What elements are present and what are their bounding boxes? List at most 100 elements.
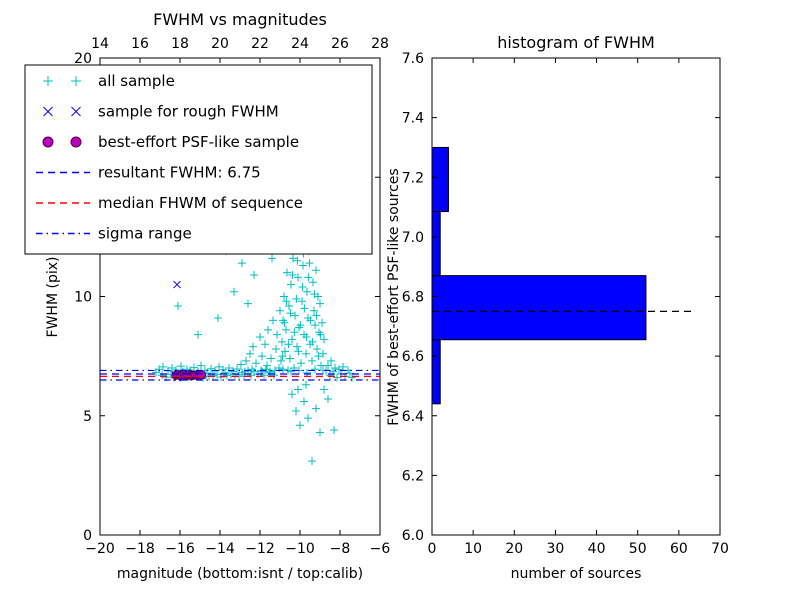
legend-item-label: resultant FWHM: 6.75 — [98, 164, 261, 182]
legend-box — [24, 64, 373, 255]
plus-marker — [43, 76, 53, 86]
plus-marker — [194, 330, 202, 339]
legend-item-label: best-effort PSF-like sample — [98, 133, 299, 151]
plus-marker — [300, 304, 309, 313]
y-tick-label: 6.0 — [402, 528, 424, 544]
right-yaxis-label: FWHM of best-effort PSF-like sources — [386, 168, 402, 425]
legend-item-label: median FHWM of sequence — [98, 194, 303, 212]
plus-marker — [269, 316, 277, 325]
plus-marker — [309, 278, 317, 287]
plus-marker — [276, 306, 284, 315]
x-tick-top-label: 24 — [291, 36, 309, 52]
plus-marker — [304, 273, 313, 282]
y-tick-label: 6.4 — [402, 409, 424, 425]
legend-item-label: sigma range — [98, 225, 192, 243]
scatter-plot: −20 −18 −16 −14 −12 −10 −8 −6 14 16 18 20 22 24 26 28 0 5… — [45, 10, 390, 582]
plus-marker — [278, 352, 287, 361]
plus-marker — [284, 340, 293, 349]
left-ticks-layer: −20 −18 −16 −14 −12 −10 −8 −6 14 16 18 20 22 24 26 28 0 5… — [74, 36, 390, 557]
plus-marker — [298, 297, 306, 306]
plus-marker — [279, 365, 287, 374]
x-tick-label: −12 — [245, 541, 275, 557]
x-tick-label: −16 — [165, 541, 195, 557]
histogram-bar — [431, 339, 441, 405]
plus-marker — [270, 371, 278, 380]
plus-marker — [310, 306, 318, 315]
x-tick-label: 40 — [588, 541, 606, 557]
x-tick-top-label: 20 — [211, 36, 229, 52]
plus-marker — [268, 254, 276, 263]
plus-marker — [308, 457, 316, 466]
plus-marker — [292, 294, 301, 303]
plus-marker — [318, 318, 326, 327]
plus-marker — [280, 318, 289, 327]
x-tick-label: −14 — [205, 541, 235, 557]
plus-marker — [286, 354, 294, 363]
plus-marker — [282, 297, 291, 306]
x-tick-label: −18 — [125, 541, 155, 557]
histogram-bars-layer — [431, 146, 647, 405]
y-tick-label: 6.6 — [402, 349, 424, 365]
x-tick-label: 0 — [428, 541, 437, 557]
plus-marker — [320, 335, 328, 344]
x-tick-top-label: 22 — [251, 36, 269, 52]
x-tick-label: 20 — [505, 541, 523, 557]
plus-marker — [283, 268, 291, 277]
plus-marker — [313, 344, 321, 353]
plus-marker — [320, 385, 328, 394]
right-xaxis-label: number of sources — [511, 566, 642, 582]
y-tick-label: 10 — [74, 290, 92, 306]
y-tick-label: 0 — [83, 528, 92, 544]
plus-marker — [261, 340, 269, 349]
y-tick-label: 7.4 — [402, 111, 424, 127]
circle-marker — [197, 370, 207, 380]
plus-marker — [287, 280, 295, 289]
y-tick-label: 6.8 — [402, 290, 424, 306]
legend-item: median FHWM of sequence — [36, 194, 303, 212]
x-tick-top-label: 18 — [171, 36, 189, 52]
plus-marker — [312, 311, 321, 320]
x-marker — [71, 106, 81, 117]
plus-marker — [280, 292, 288, 301]
plus-marker — [312, 404, 320, 413]
plus-marker — [308, 356, 316, 365]
plus-marker — [252, 359, 260, 368]
plus-marker — [233, 365, 241, 374]
plus-marker — [314, 352, 323, 361]
plus-marker — [214, 313, 222, 322]
legend-item: all sample — [43, 72, 175, 90]
plus-marker — [242, 356, 250, 365]
legend-item: best-effort PSF-like sample — [42, 133, 299, 151]
legend-item-label: sample for rough FWHM — [98, 103, 279, 121]
y-tick-label: 7.6 — [402, 51, 424, 67]
plus-marker — [256, 333, 264, 342]
plus-marker — [300, 397, 308, 406]
right-plot-title: histogram of FWHM — [497, 33, 655, 52]
y-tick-label: 7.2 — [402, 170, 424, 186]
plus-marker — [308, 337, 317, 346]
x-tick-label: 50 — [629, 541, 647, 557]
plus-marker — [230, 287, 238, 296]
plus-marker — [324, 361, 332, 370]
plus-marker — [258, 352, 266, 361]
plus-marker — [316, 428, 324, 437]
plus-marker — [316, 299, 324, 308]
x-tick-top-label: 28 — [371, 36, 389, 52]
plus-marker — [346, 369, 354, 378]
plus-marker — [319, 349, 327, 358]
plus-marker — [207, 364, 215, 373]
plus-marker — [317, 361, 325, 370]
plus-marker — [324, 395, 332, 404]
plus-marker — [244, 299, 252, 308]
left-xaxis-label: magnitude (bottom:isnt / top:calib) — [117, 566, 363, 582]
plus-marker — [273, 330, 281, 339]
plus-marker — [292, 406, 300, 415]
plus-marker — [287, 367, 295, 376]
plus-marker — [177, 362, 185, 371]
plus-marker — [278, 337, 286, 346]
plus-marker — [209, 371, 217, 380]
plus-marker — [303, 287, 311, 296]
plus-marker — [327, 356, 335, 365]
x-marker — [43, 106, 53, 117]
histogram-bar — [431, 275, 647, 341]
